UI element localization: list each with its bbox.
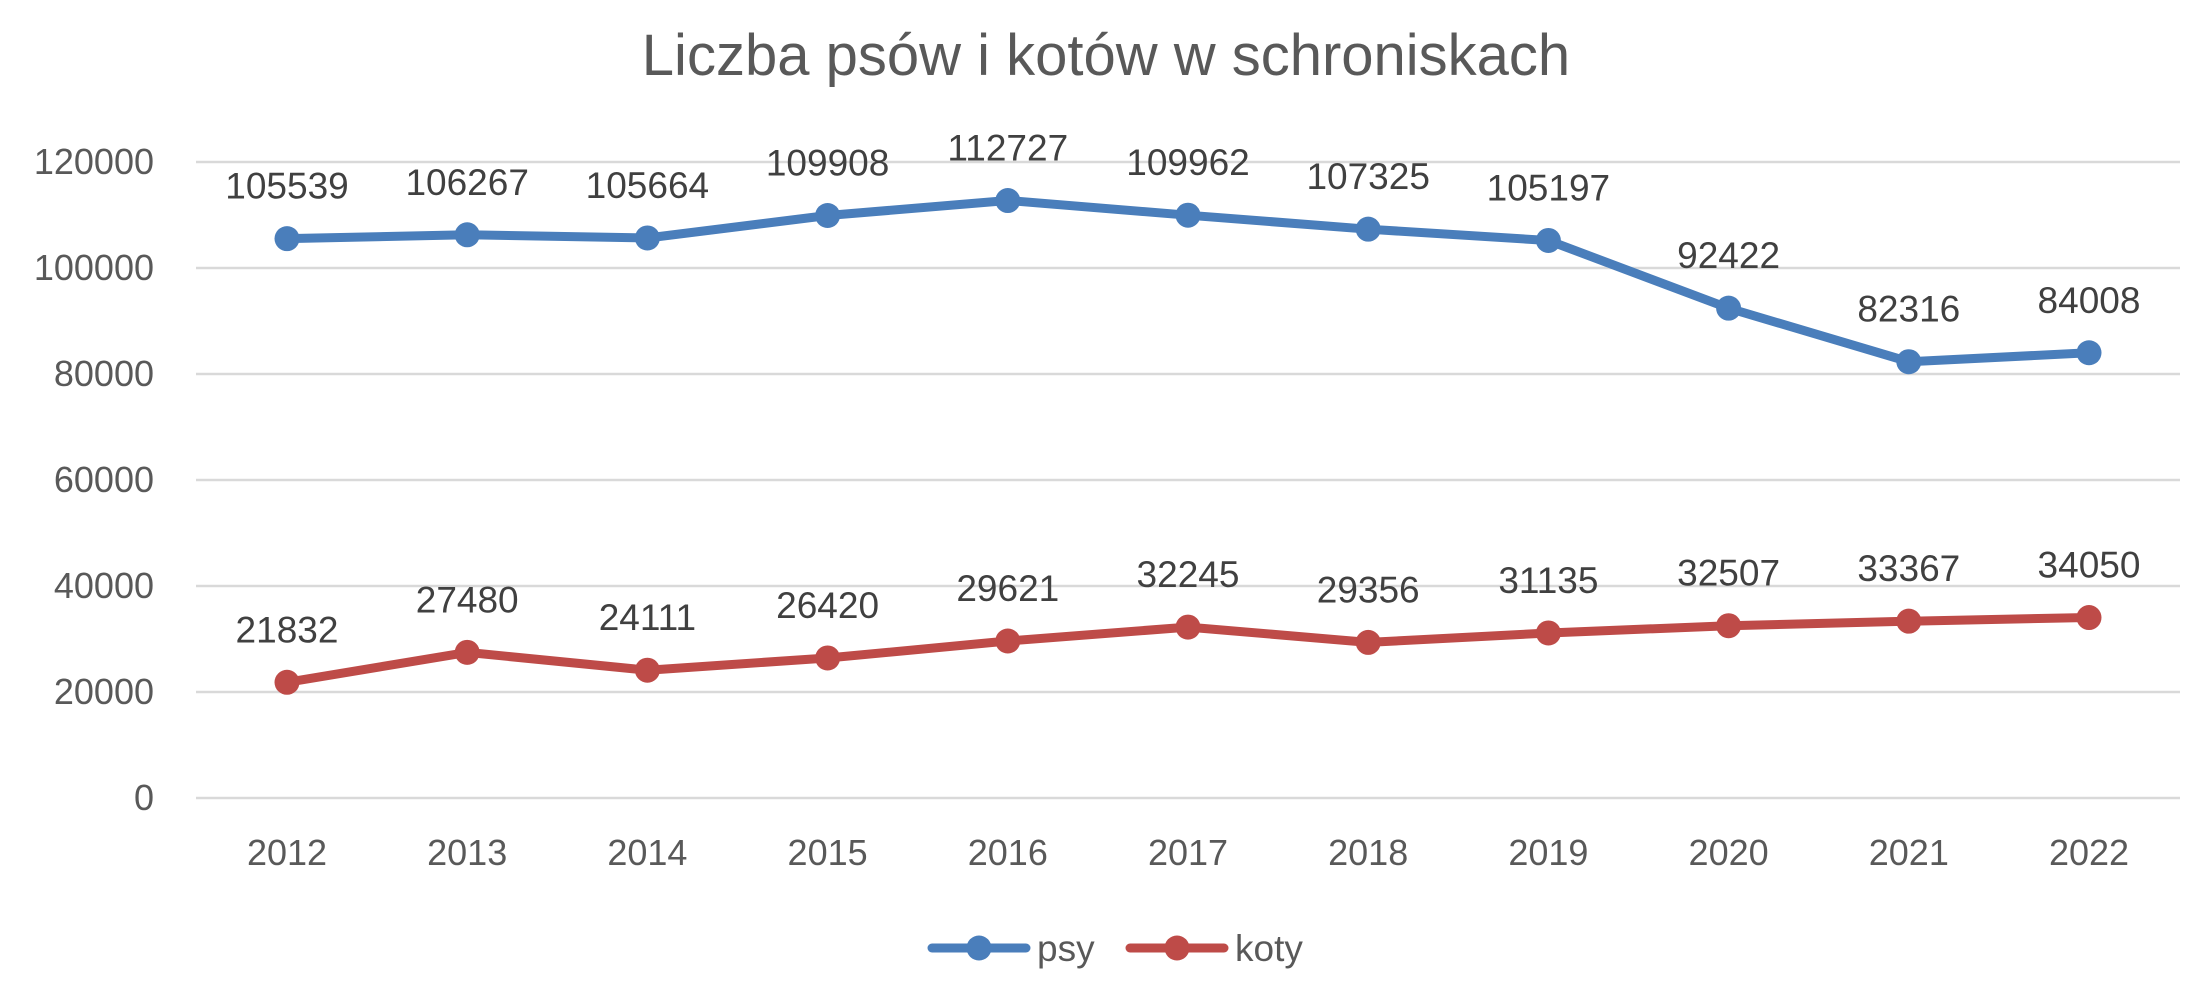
y-tick-label: 80000 [54,353,154,394]
data-point-psy [1716,295,1742,321]
data-point-psy [1355,216,1381,242]
data-label-koty: 29356 [1317,569,1420,610]
x-tick-label: 2014 [607,832,687,873]
data-point-koty [454,639,480,665]
y-tick-label: 60000 [54,459,154,500]
y-tick-label: 120000 [34,141,154,182]
x-tick-label: 2021 [1869,832,1949,873]
data-label-psy: 106267 [405,162,528,203]
legend-label-koty: koty [1235,928,1303,969]
data-label-psy: 105197 [1487,167,1610,208]
x-tick-label: 2022 [2049,832,2129,873]
chart-title: Liczba psów i kotów w schroniskach [641,23,1571,88]
data-point-koty [815,645,841,671]
data-label-psy: 105664 [586,165,709,206]
x-tick-label: 2015 [788,832,868,873]
data-label-psy: 109908 [766,142,889,183]
data-point-psy [2076,340,2102,366]
data-label-koty: 34050 [2038,545,2141,586]
data-point-psy [995,188,1021,214]
data-point-koty [634,657,660,683]
data-label-koty: 24111 [599,597,696,638]
data-label-koty: 21832 [236,609,339,650]
data-point-psy [634,225,660,251]
data-point-psy [1535,227,1561,253]
data-label-koty: 32507 [1677,553,1780,594]
data-point-psy [454,222,480,248]
y-tick-label: 40000 [54,565,154,606]
data-point-psy [1175,202,1201,228]
x-tick-label: 2017 [1148,832,1228,873]
data-point-psy [274,226,300,252]
data-label-psy: 92422 [1677,235,1780,276]
data-point-koty [995,628,1021,654]
data-point-koty [2076,605,2102,631]
data-point-koty [274,669,300,695]
data-point-psy [815,202,841,228]
legend-marker-psy [966,935,992,961]
data-label-koty: 33367 [1857,548,1960,589]
x-tick-label: 2013 [427,832,507,873]
y-tick-label: 100000 [34,247,154,288]
data-label-psy: 82316 [1857,289,1960,330]
data-label-koty: 26420 [776,585,879,626]
legend-label-psy: psy [1037,928,1095,969]
data-point-koty [1716,613,1742,639]
data-label-psy: 84008 [2038,280,2141,321]
data-label-psy: 112727 [947,128,1068,169]
y-tick-label: 20000 [54,671,154,712]
data-label-koty: 29621 [956,568,1059,609]
x-tick-label: 2012 [247,832,327,873]
data-label-koty: 32245 [1137,554,1240,595]
data-label-psy: 107325 [1306,156,1429,197]
data-point-koty [1355,629,1381,655]
x-tick-label: 2018 [1328,832,1408,873]
data-point-koty [1175,614,1201,640]
x-tick-label: 2020 [1689,832,1769,873]
data-label-psy: 109962 [1126,142,1249,183]
x-tick-label: 2016 [968,832,1048,873]
x-tick-label: 2019 [1508,832,1588,873]
legend-marker-koty [1164,935,1190,961]
data-point-koty [1535,620,1561,646]
data-point-koty [1896,608,1922,634]
data-point-psy [1896,349,1922,375]
y-tick-label: 0 [134,777,154,818]
data-label-psy: 105539 [225,166,348,207]
data-label-koty: 27480 [416,579,519,620]
data-label-koty: 31135 [1498,560,1598,601]
